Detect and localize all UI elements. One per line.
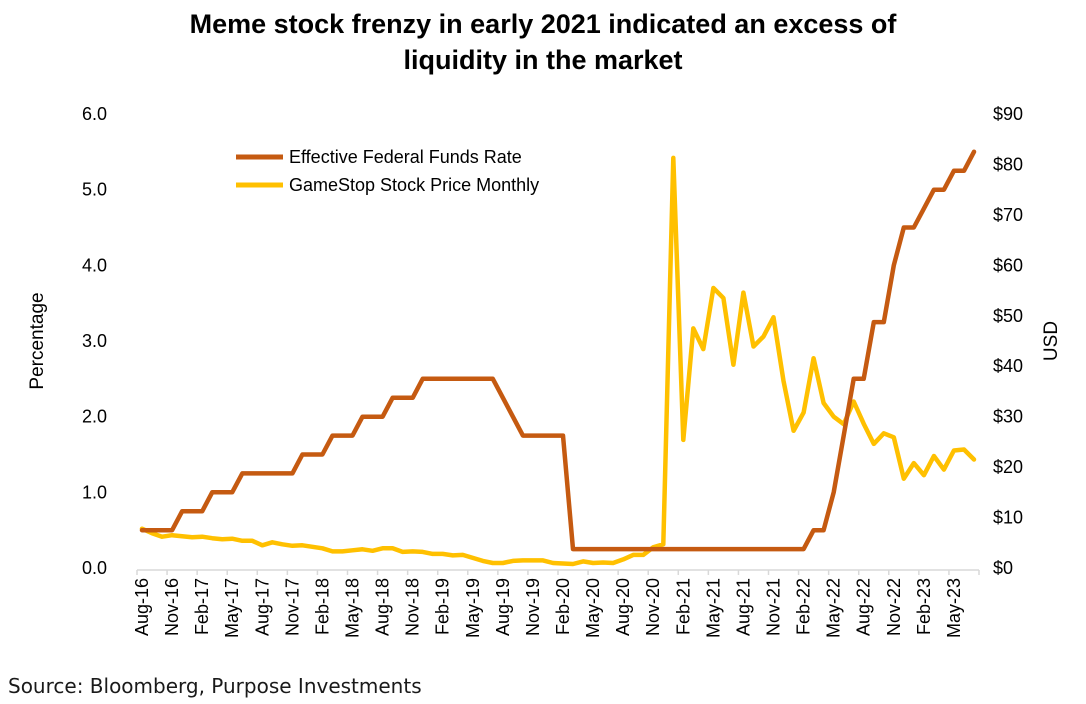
x-tick-label: May-19 bbox=[463, 578, 483, 638]
x-tick-label: Nov-21 bbox=[764, 578, 784, 636]
x-tick-label: Feb-23 bbox=[914, 578, 934, 635]
x-tick-label: Feb-20 bbox=[553, 578, 573, 635]
x-tick-label: Aug-18 bbox=[373, 578, 393, 636]
left-axis-tick-label: 4.0 bbox=[82, 255, 107, 275]
right-axis-tick-label: $20 bbox=[993, 457, 1023, 477]
left-axis-tick-label: 2.0 bbox=[82, 407, 107, 427]
left-axis-tick-label: 0.0 bbox=[82, 558, 107, 578]
chart-title-line2: liquidity in the market bbox=[403, 45, 683, 76]
effr-line bbox=[139, 149, 977, 552]
x-tick-label: May-18 bbox=[343, 578, 363, 638]
left-axis-tick-label: 6.0 bbox=[82, 104, 107, 124]
right-axis-tick-label: $0 bbox=[993, 558, 1013, 578]
x-tick-label: Feb-21 bbox=[673, 578, 693, 635]
effr-legend-label: Effective Federal Funds Rate bbox=[289, 147, 522, 167]
x-tick-label: Aug-16 bbox=[132, 578, 152, 636]
right-axis-tick-label: $30 bbox=[993, 407, 1023, 427]
x-tick-label: Aug-22 bbox=[854, 578, 874, 636]
data-series bbox=[139, 149, 977, 567]
x-tick-label: Feb-19 bbox=[433, 578, 453, 635]
x-tick-label: Nov-16 bbox=[162, 578, 182, 636]
right-axis-tick-label: $40 bbox=[993, 356, 1023, 376]
left-axis-tick-label: 1.0 bbox=[82, 482, 107, 502]
right-axis-tick-label: $60 bbox=[993, 255, 1023, 275]
source-note: Source: Bloomberg, Purpose Investments bbox=[8, 674, 422, 698]
right-axis-tick-label: $50 bbox=[993, 306, 1023, 326]
x-tick-label: Feb-17 bbox=[192, 578, 212, 635]
left-axis-tick-labels: 0.0 1.0 2.0 3.0 4.0 5.0 6.0 bbox=[82, 104, 107, 578]
right-axis-tick-label: $80 bbox=[993, 154, 1023, 174]
x-tick-label: Aug-17 bbox=[252, 578, 272, 636]
right-axis-tick-label: $90 bbox=[993, 104, 1023, 124]
x-tick-labels: Aug-16 Nov-16 Feb-17 May-17 Aug-17 Nov-17 Feb-… bbox=[132, 578, 964, 638]
x-tick-label: Nov-20 bbox=[643, 578, 663, 636]
x-tick-label: Feb-18 bbox=[312, 578, 332, 635]
x-tick-label: Feb-22 bbox=[794, 578, 814, 635]
x-tick-label: May-21 bbox=[703, 578, 723, 638]
left-axis-tick-label: 3.0 bbox=[82, 331, 107, 351]
x-tick-label: May-17 bbox=[222, 578, 242, 638]
chart-title-line1: Meme stock frenzy in early 2021 indicate… bbox=[189, 9, 897, 39]
x-tick-label: May-20 bbox=[583, 578, 603, 638]
right-axis-tick-labels: $0 $10 $20 $30 $40 $50 $60 $70 $80 $90 bbox=[993, 104, 1023, 578]
x-tick-label: Aug-20 bbox=[613, 578, 633, 636]
chart-title: Meme stock frenzy in early 2021 indicate… bbox=[0, 6, 1086, 79]
left-axis-title: Percentage bbox=[27, 292, 48, 389]
right-axis-tick-label: $10 bbox=[993, 508, 1023, 528]
x-tick-label: May-22 bbox=[824, 578, 844, 638]
x-tick-label: Nov-22 bbox=[884, 578, 904, 636]
legend: Effective Federal Funds Rate GameStop St… bbox=[236, 147, 539, 195]
gme-legend-label: GameStop Stock Price Monthly bbox=[289, 175, 539, 195]
x-axis bbox=[136, 569, 980, 575]
x-tick-label: Nov-18 bbox=[403, 578, 423, 636]
x-tick-label: Nov-17 bbox=[282, 578, 302, 636]
x-tick-label: Nov-19 bbox=[523, 578, 543, 636]
x-tick-label: May-23 bbox=[944, 578, 964, 638]
x-tick-label: Aug-19 bbox=[493, 578, 513, 636]
gme-line bbox=[139, 155, 977, 567]
left-axis-tick-label: 5.0 bbox=[82, 180, 107, 200]
right-axis-tick-label: $70 bbox=[993, 205, 1023, 225]
x-tick-label: Aug-21 bbox=[733, 578, 753, 636]
right-axis-title: USD bbox=[1041, 321, 1062, 361]
